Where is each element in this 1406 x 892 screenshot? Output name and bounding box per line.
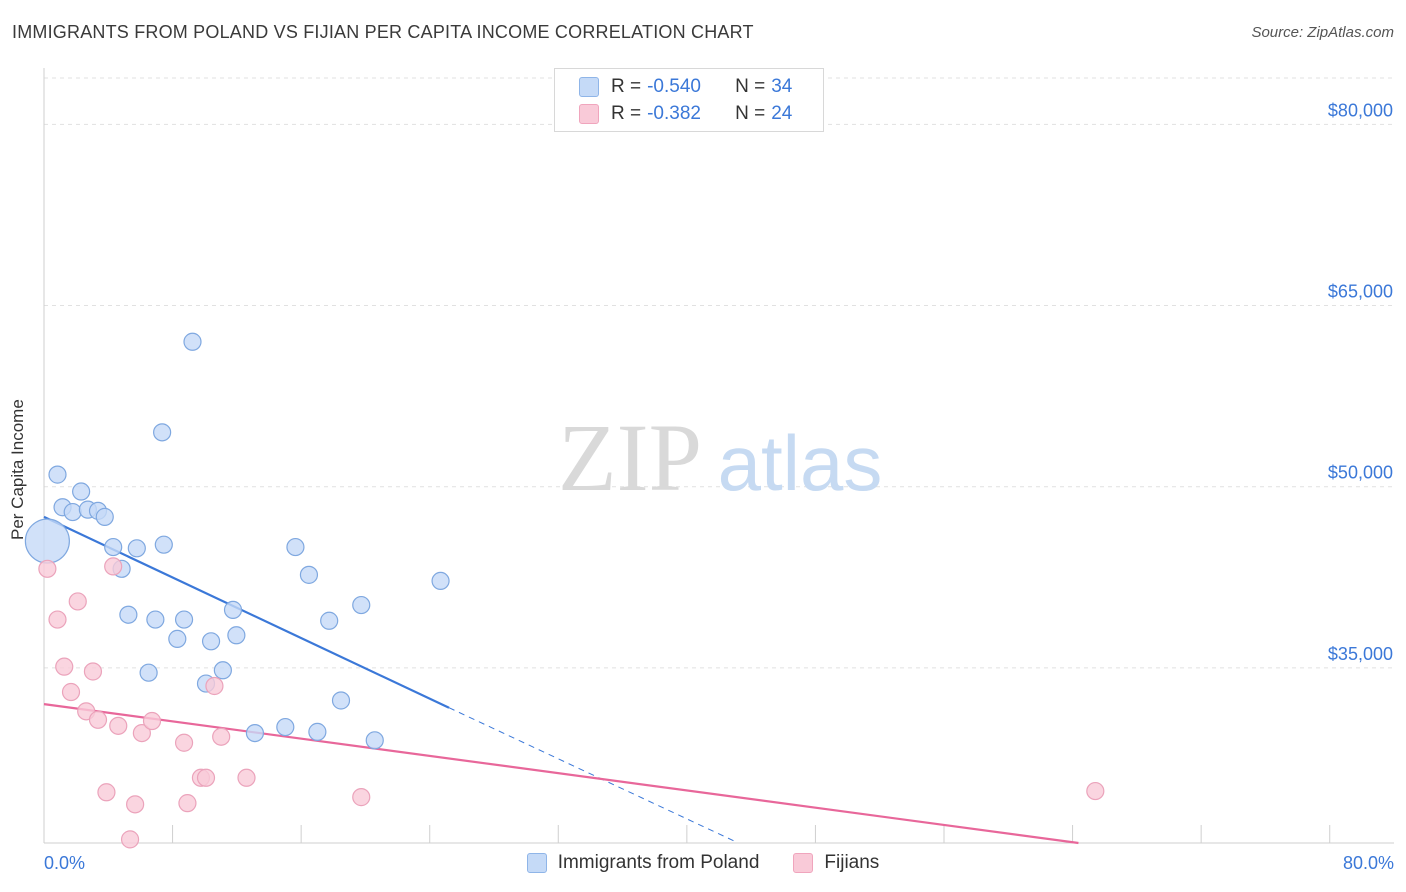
chart-legend: Immigrants from Poland Fijians	[0, 852, 1406, 874]
gridlines	[44, 77, 1394, 669]
point-poland[interactable]	[24, 518, 70, 564]
point-poland[interactable]	[308, 722, 327, 741]
point-poland[interactable]	[286, 537, 305, 557]
point-poland[interactable]	[245, 723, 265, 743]
watermark-zip: ZIP	[558, 404, 702, 511]
point-fijian[interactable]	[178, 794, 197, 813]
point-fijian[interactable]	[196, 768, 216, 787]
point-fijian[interactable]	[174, 733, 194, 752]
point-poland[interactable]	[365, 731, 384, 750]
point-poland[interactable]	[153, 423, 172, 442]
n-label: N =	[735, 76, 766, 97]
point-fijian[interactable]	[205, 676, 224, 696]
point-fijian[interactable]	[126, 795, 145, 814]
stats-row-poland: R = -0.540 N = 34	[579, 74, 792, 100]
point-poland[interactable]	[352, 595, 371, 615]
point-fijian[interactable]	[237, 768, 256, 787]
point-fijian[interactable]	[48, 610, 67, 629]
r-value-fijians: -0.382	[647, 103, 701, 124]
x-tick-label-max: 80.0%	[1343, 853, 1394, 873]
point-fijian[interactable]	[61, 682, 81, 702]
point-fijian[interactable]	[352, 788, 371, 807]
point-fijian[interactable]	[38, 559, 57, 578]
n-value-poland: 34	[771, 76, 793, 97]
point-poland[interactable]	[213, 661, 232, 680]
r-label: R =	[611, 76, 642, 97]
point-fijian[interactable]	[109, 716, 128, 735]
point-fijian[interactable]	[142, 711, 162, 731]
n-value-fijians: 24	[771, 103, 793, 124]
point-poland[interactable]	[299, 565, 319, 584]
tick-labels: $35,000 $50,000 $65,000 $80,000 0.0% 80.0%	[44, 100, 1394, 873]
point-poland[interactable]	[183, 332, 202, 351]
point-fijian[interactable]	[83, 662, 103, 681]
point-fijian[interactable]	[120, 830, 140, 849]
y-tick-label: $65,000	[1328, 282, 1393, 302]
point-fijian[interactable]	[88, 710, 108, 729]
trend-line-poland-extrapolated	[448, 707, 737, 843]
point-poland[interactable]	[168, 629, 187, 648]
point-poland[interactable]	[223, 600, 243, 619]
point-poland[interactable]	[276, 717, 295, 737]
point-poland[interactable]	[139, 663, 158, 682]
axes	[43, 68, 1394, 844]
r-value-poland: -0.540	[647, 76, 701, 97]
point-poland[interactable]	[119, 605, 138, 624]
trend-line-fijians	[43, 703, 1079, 845]
data-points	[24, 332, 1105, 849]
x-tick-label-min: 0.0%	[44, 853, 85, 873]
point-poland[interactable]	[72, 482, 91, 501]
point-fijian[interactable]	[1086, 781, 1105, 801]
r-label: R =	[611, 103, 642, 124]
point-fijian[interactable]	[212, 727, 231, 746]
legend-item-fijians[interactable]: Fijians	[793, 852, 879, 874]
legend-label-poland: Immigrants from Poland	[557, 852, 760, 873]
legend-label-fijians: Fijians	[824, 852, 880, 873]
point-poland[interactable]	[146, 610, 165, 629]
y-tick-label: $50,000	[1328, 463, 1393, 483]
point-poland[interactable]	[331, 691, 351, 710]
watermark-atlas: atlas	[718, 419, 883, 507]
y-tick-label: $80,000	[1328, 100, 1393, 120]
point-poland[interactable]	[48, 465, 67, 484]
point-poland[interactable]	[154, 535, 173, 554]
y-tick-label: $35,000	[1328, 644, 1393, 664]
legend-swatch-fijians	[793, 853, 814, 873]
point-fijian[interactable]	[55, 657, 74, 676]
point-poland[interactable]	[227, 626, 246, 645]
legend-item-poland[interactable]: Immigrants from Poland	[526, 852, 760, 874]
stats-row-fijians: R = -0.382 N = 24	[579, 101, 792, 127]
point-fijian[interactable]	[104, 557, 123, 576]
source-credit: Source: ZipAtlas.com	[1251, 24, 1394, 41]
point-fijian[interactable]	[68, 592, 87, 611]
legend-swatch-poland	[526, 853, 547, 873]
correlation-stats-box: R = -0.540 N = 34 R = -0.382 N = 24	[554, 68, 824, 132]
point-poland[interactable]	[127, 539, 146, 558]
point-poland[interactable]	[104, 537, 123, 557]
point-poland[interactable]	[95, 507, 114, 526]
n-label: N =	[735, 103, 766, 124]
point-fijian[interactable]	[97, 783, 116, 802]
point-poland[interactable]	[174, 610, 194, 629]
fijians-swatch	[579, 104, 599, 124]
poland-swatch	[579, 77, 599, 97]
chart-title: IMMIGRANTS FROM POLAND VS FIJIAN PER CAP…	[12, 22, 754, 42]
point-poland[interactable]	[201, 632, 221, 651]
point-poland[interactable]	[63, 502, 82, 522]
point-poland[interactable]	[431, 571, 450, 591]
point-poland[interactable]	[320, 611, 339, 630]
point-fijian[interactable]	[132, 723, 151, 743]
